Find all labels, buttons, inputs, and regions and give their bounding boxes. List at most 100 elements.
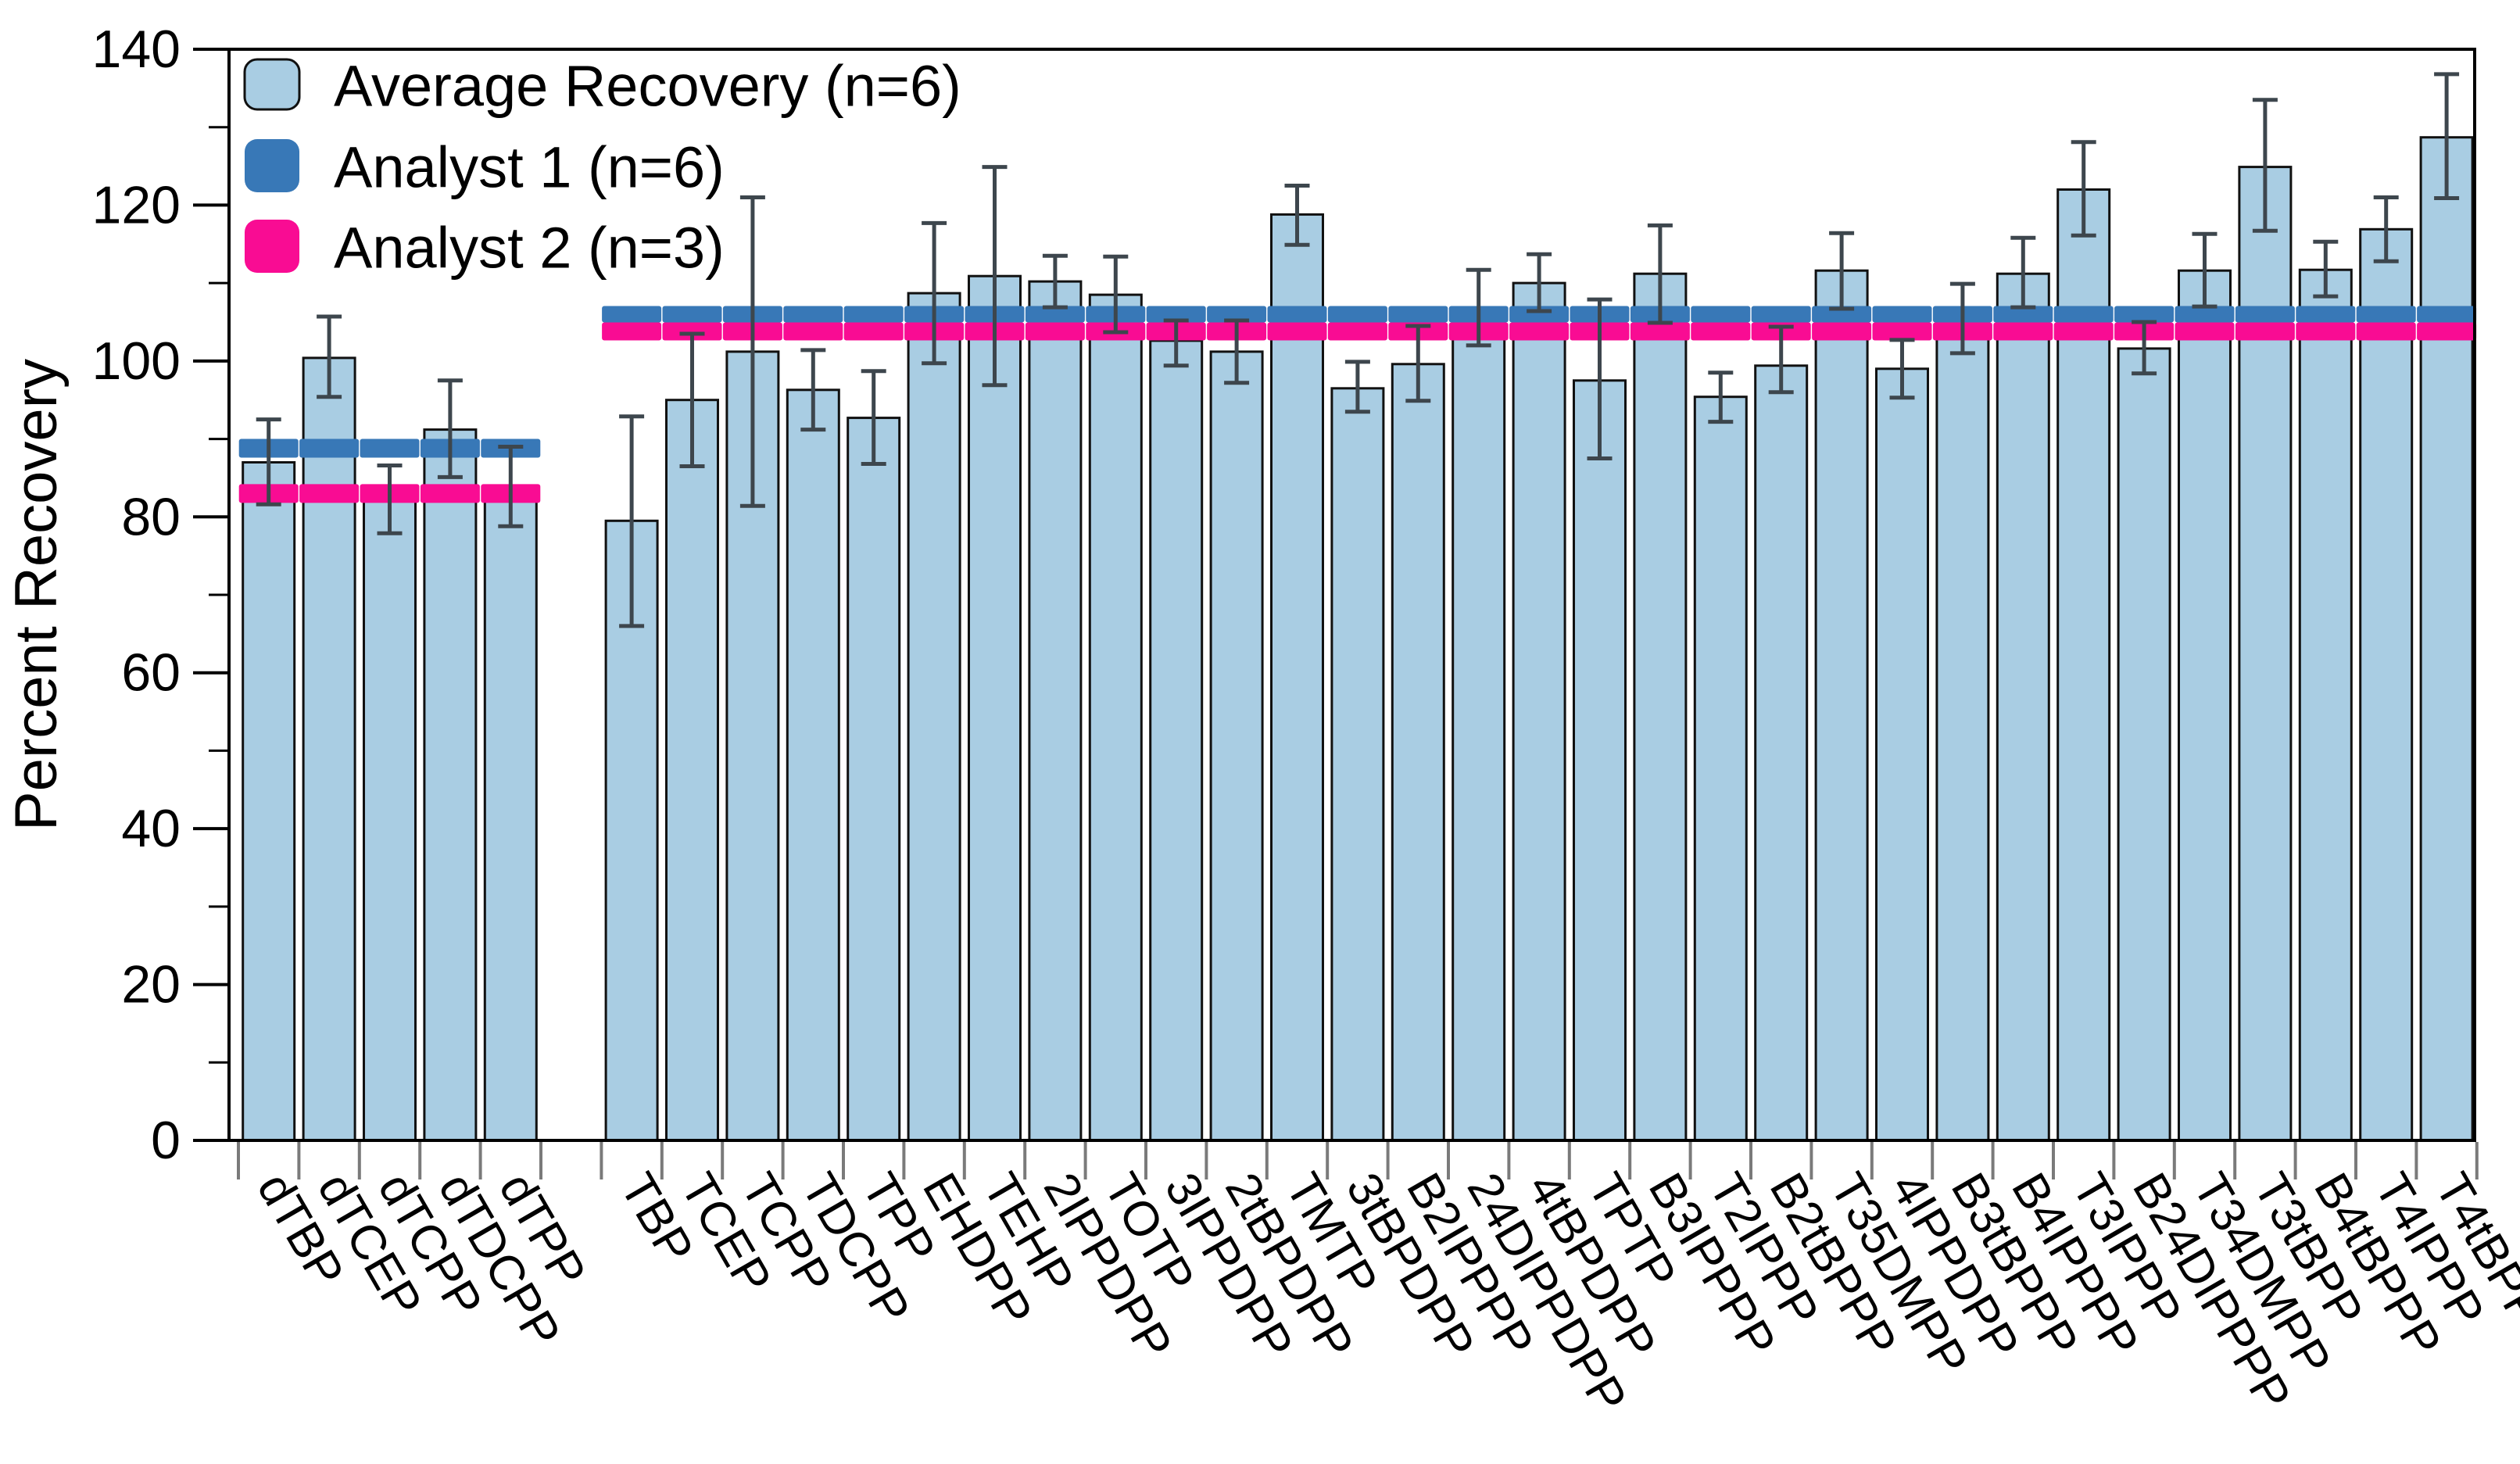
error-bar-EHDPP [922, 220, 947, 366]
analyst1-marker-TPP [843, 306, 904, 323]
analyst1-marker-T4tBPP [2417, 306, 2477, 323]
legend-swatch-average-recovery [243, 58, 301, 111]
analyst2-marker-3tBPDPP [1327, 322, 1387, 341]
analyst2-marker-TMTP [1267, 322, 1327, 341]
analyst2-marker-T35DMPP [1812, 322, 1872, 341]
bar-B4IPPPP [1996, 272, 2050, 1142]
bar-B3tBPPP [1935, 317, 1990, 1142]
analyst1-marker-T4IPPP [2356, 306, 2416, 323]
bar-24DIPPDPP [1452, 306, 1506, 1142]
bar-TPP [847, 417, 901, 1142]
bar-4IPPDPP [1875, 367, 1929, 1142]
legend-label-average-recovery: Average Recovery (n=6) [334, 54, 961, 119]
bar-TCEP [665, 399, 719, 1142]
y-tick-label-40: 40 [121, 799, 181, 858]
analyst2-marker-B4tBPPP [2296, 322, 2356, 341]
analyst1-marker-T34DMPP [2175, 306, 2235, 323]
analyst1-marker-dTCEP [299, 438, 360, 458]
analyst1-marker-TMTP [1267, 306, 1327, 323]
error-bar-3IPPDPP [1163, 318, 1189, 368]
analyst1-marker-T3IPPP [2053, 306, 2114, 323]
error-bar-T4tBPP [2434, 72, 2460, 200]
analyst2-marker-B4IPPPP [1993, 322, 2053, 341]
bar-3tBPDPP [1330, 387, 1385, 1142]
analyst2-marker-T2IPPP [1691, 322, 1751, 341]
bar-TEHP [968, 274, 1022, 1142]
analyst2-marker-2IPPDPP [1025, 322, 1085, 341]
bar-dTDCPP [423, 428, 478, 1142]
bar-T4IPPP [2359, 227, 2414, 1142]
analyst1-marker-3tBPDPP [1327, 306, 1387, 323]
bar-dTCPP [363, 497, 417, 1142]
legend-label-analyst-1: Analyst 1 (n=6) [334, 135, 725, 200]
bar-B2IPPPP [1391, 363, 1445, 1142]
y-tick-label-100: 100 [92, 331, 181, 391]
analyst1-marker-TDCPP [783, 306, 843, 323]
analyst1-marker-2IPPDPP [1025, 306, 1085, 323]
analyst1-marker-B4IPPPP [1993, 306, 2053, 323]
analyst1-marker-T3tBPP [2235, 306, 2295, 323]
plot-area: 020406080100120140dTBPdTCEPdTCPPdTDCPPdT… [92, 20, 2520, 1422]
bar-2IPPDPP [1028, 280, 1083, 1142]
analyst1-marker-4IPPDPP [1872, 306, 1932, 323]
bar-TMTP [1270, 213, 1324, 1142]
error-bar-TPTP [1587, 297, 1613, 460]
analyst1-marker-B4tBPPP [2296, 306, 2356, 323]
bar-TPTP [1573, 379, 1627, 1142]
error-bar-T4IPPP [2373, 195, 2399, 263]
bar-3IPPDPP [1149, 339, 1204, 1142]
error-bar-dTPP [498, 445, 524, 528]
y-tick-label-60: 60 [121, 643, 181, 703]
bar-B4tBPPP [2298, 268, 2353, 1142]
analyst2-marker-T3IPPP [2053, 322, 2114, 341]
analyst2-marker-T4tBPP [2417, 322, 2477, 341]
error-bar-B24DIPPPP [2132, 320, 2157, 376]
error-bar-T3tBPP [2252, 98, 2278, 233]
bar-dTBP [242, 461, 296, 1142]
error-bar-4tBPDPP [1527, 252, 1552, 313]
error-bar-TBP [619, 414, 645, 628]
analyst1-marker-B2tBPPP [1751, 306, 1811, 323]
analyst2-marker-4IPPDPP [1872, 322, 1932, 341]
analyst1-marker-dTCPP [360, 438, 420, 458]
bar-dTCEP [302, 356, 356, 1142]
error-bar-3tBPDPP [1344, 360, 1370, 414]
analyst2-marker-T4IPPP [2356, 322, 2416, 341]
analyst2-marker-dTCEP [299, 484, 360, 503]
bar-EHDPP [907, 292, 961, 1142]
analyst2-marker-T34DMPP [2175, 322, 2235, 341]
analyst1-marker-2tBPDPP [1207, 306, 1267, 323]
error-bar-dTCPP [377, 464, 403, 535]
legend: Average Recovery (n=6) Analyst 1 (n=6) A… [243, 54, 961, 281]
error-bar-B4IPPPP [2010, 235, 2036, 310]
error-bar-TDCPP [800, 348, 826, 432]
error-bar-4IPPDPP [1889, 338, 1915, 400]
error-bar-TPP [861, 369, 886, 466]
bar-dTPP [483, 489, 538, 1142]
analyst1-marker-T35DMPP [1812, 306, 1872, 323]
bar-4tBPDPP [1512, 281, 1566, 1142]
bar-B24DIPPPP [2117, 347, 2171, 1142]
error-bar-B3tBPPP [1949, 281, 1975, 356]
analyst1-marker-T2IPPP [1691, 306, 1751, 323]
error-bar-T3IPPP [2071, 140, 2096, 238]
analyst2-marker-dTDCPP [420, 484, 480, 503]
error-bar-B4tBPPP [2313, 239, 2339, 299]
analyst1-marker-B24DIPPPP [2114, 306, 2175, 323]
analyst2-marker-B3IPPPP [1630, 322, 1690, 341]
bar-T4tBPP [2419, 136, 2474, 1142]
error-bar-T34DMPP [2192, 231, 2218, 309]
bar-TDCPP [786, 388, 840, 1142]
error-bar-2tBPDPP [1224, 318, 1250, 385]
bar-T34DMPP [2178, 269, 2232, 1142]
y-tick-label-120: 120 [92, 175, 181, 234]
legend-swatch-analyst-2 [245, 220, 299, 273]
analyst2-marker-TDCPP [783, 322, 843, 341]
error-bar-T2IPPP [1708, 370, 1734, 424]
bar-TOTP [1088, 293, 1143, 1142]
error-bar-TCPP [739, 195, 765, 508]
analyst2-marker-TBP [602, 322, 662, 341]
error-bar-B3IPPPP [1647, 223, 1673, 325]
